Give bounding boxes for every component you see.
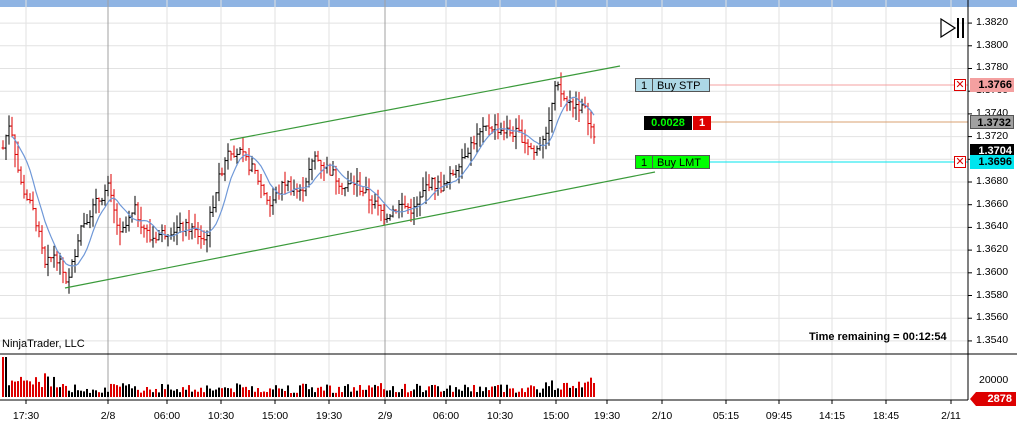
pause-icon[interactable] bbox=[957, 17, 965, 39]
price-tick-label: 1.3800 bbox=[976, 38, 1009, 51]
time-tick-label: 19:30 bbox=[315, 410, 343, 422]
play-forward-icon[interactable] bbox=[940, 17, 957, 39]
buy-stop-order-tag[interactable]: 1 Buy STP bbox=[635, 78, 710, 92]
price-tick-label: 1.3580 bbox=[976, 288, 1009, 301]
time-tick-label: 06:00 bbox=[432, 410, 460, 422]
channel-lower-line bbox=[64, 171, 656, 289]
price-tick-label: 1.3620 bbox=[976, 243, 1009, 256]
buy-stop-qty[interactable]: 1 bbox=[636, 79, 653, 92]
last-volume-badge: 2878 bbox=[970, 392, 1016, 406]
time-tick-label: 10:30 bbox=[207, 410, 235, 422]
buy-limit-type: Buy LMT bbox=[657, 157, 702, 169]
buy-limit-price-tag: 1.3696 bbox=[970, 155, 1014, 169]
price-tick-label: 1.3560 bbox=[976, 311, 1009, 324]
time-tick-label: 18:45 bbox=[872, 410, 900, 422]
buy-limit-qty[interactable]: 1 bbox=[636, 156, 653, 169]
buy-stop-price: 1.3766 bbox=[978, 79, 1012, 91]
price-tick-label: 1.3640 bbox=[976, 220, 1009, 233]
buy-limit-order-tag[interactable]: 1 Buy LMT bbox=[635, 155, 710, 169]
buy-stop-price-tag: 1.3766 bbox=[970, 78, 1014, 92]
position-price: 1.3732 bbox=[977, 117, 1011, 129]
position-tag[interactable]: 0.0028 1 bbox=[644, 116, 711, 130]
buy-limit-price: 1.3696 bbox=[978, 156, 1012, 168]
buy-stop-type: Buy STP bbox=[657, 80, 701, 92]
time-tick-label: 2/8 bbox=[100, 410, 116, 422]
time-tick-label: 10:30 bbox=[486, 410, 514, 422]
last-price-tag: 1.3704 bbox=[970, 144, 1014, 158]
price-tick-label: 1.3720 bbox=[976, 129, 1009, 142]
time-tick-label: 15:00 bbox=[261, 410, 289, 422]
window-title-strip bbox=[0, 0, 1017, 7]
time-tick-label: 19:30 bbox=[593, 410, 621, 422]
position-qty[interactable]: 1 bbox=[693, 116, 711, 130]
time-tick-label: 05:15 bbox=[712, 410, 740, 422]
cancel-buy-limit-button[interactable]: ✕ bbox=[954, 156, 966, 168]
price-tick-label: 1.3820 bbox=[976, 16, 1009, 29]
position-price-tag: 1.3732 bbox=[970, 115, 1014, 129]
time-tick-label: 2/10 bbox=[651, 410, 673, 422]
price-tick-label: 1.3680 bbox=[976, 175, 1009, 187]
price-tick-label: 1.3540 bbox=[976, 333, 1009, 346]
price-tick-label: 1.3780 bbox=[976, 61, 1009, 74]
time-tick-label: 06:00 bbox=[153, 410, 181, 422]
volume-bars bbox=[2, 357, 595, 397]
price-tick-label: 1.3660 bbox=[976, 197, 1009, 210]
last-volume-value: 2878 bbox=[987, 393, 1012, 405]
moving-average-line bbox=[11, 96, 595, 267]
volume-axis-tick: 20000 bbox=[979, 374, 1009, 386]
position-pnl: 0.0028 bbox=[644, 116, 692, 130]
time-tick-label: 15:00 bbox=[542, 410, 570, 422]
time-tick-label: 2/9 bbox=[377, 410, 393, 422]
time-remaining: Time remaining = 00:12:54 bbox=[809, 331, 947, 343]
channel-upper-line bbox=[229, 65, 621, 141]
cancel-buy-stop-button[interactable]: ✕ bbox=[954, 79, 966, 91]
price-bars bbox=[1, 72, 596, 294]
time-tick-label: 09:45 bbox=[765, 410, 793, 422]
watermark: NinjaTrader, LLC bbox=[2, 338, 85, 350]
time-tick-label: 2/11 bbox=[941, 410, 961, 422]
price-tick-label: 1.3600 bbox=[976, 265, 1009, 278]
last-price: 1.3704 bbox=[978, 145, 1012, 157]
time-tick-label: 14:15 bbox=[818, 410, 846, 422]
chart-grid bbox=[0, 0, 972, 404]
time-tick-label: 17:30 bbox=[12, 410, 40, 422]
